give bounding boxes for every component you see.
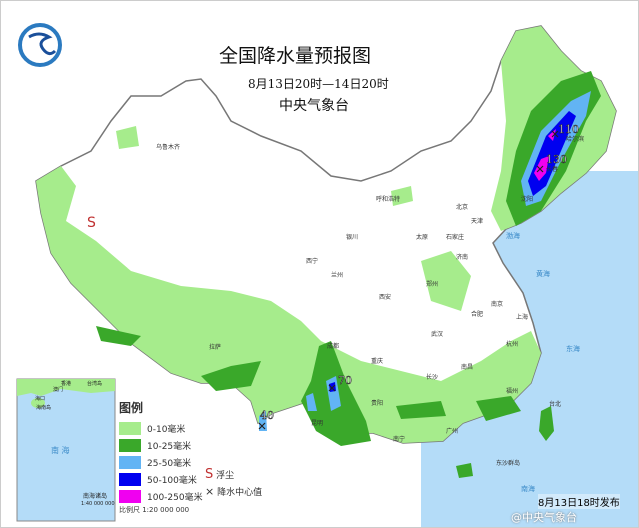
- svg-text:济南: 济南: [456, 253, 468, 261]
- rain-25-50-southwest: [259, 376, 341, 431]
- inset-title: 南海诸岛: [83, 492, 107, 500]
- svg-text:重庆: 重庆: [371, 357, 383, 365]
- legend-item: 50-100毫米: [119, 471, 203, 488]
- svg-text:黄海: 黄海: [536, 269, 550, 278]
- svg-text:南海: 南海: [521, 484, 535, 493]
- legend-item: 25-50毫米: [119, 454, 203, 471]
- legend-title: 图例: [119, 401, 144, 415]
- rain-10-25-southwest: [96, 326, 521, 446]
- precip-value: 110: [558, 123, 579, 136]
- legend-item: 0-10毫米: [119, 420, 203, 437]
- svg-text:武汉: 武汉: [431, 330, 443, 338]
- svg-text:澳门: 澳门: [53, 386, 63, 393]
- svg-text:东沙群岛: 东沙群岛: [496, 459, 520, 467]
- svg-text:广州: 广州: [446, 427, 458, 435]
- precip-value: 40: [260, 409, 274, 422]
- rain-0-10-west: [36, 166, 541, 443]
- watermark: @中央气象台: [511, 511, 577, 524]
- svg-text:石家庄: 石家庄: [446, 233, 464, 241]
- svg-text:南京: 南京: [491, 300, 503, 308]
- svg-text:西安: 西安: [379, 293, 391, 301]
- issued-time: 8月13日18时发布: [538, 494, 620, 509]
- svg-text:西宁: 西宁: [306, 257, 318, 265]
- svg-text:兰州: 兰州: [331, 271, 343, 279]
- svg-text:上海: 上海: [516, 313, 528, 321]
- svg-text:长春: 长春: [546, 165, 558, 173]
- inset-scale: 1:40 000 000: [81, 501, 115, 507]
- svg-text:北京: 北京: [456, 203, 468, 211]
- svg-text:哈尔滨: 哈尔滨: [566, 135, 584, 143]
- scale-text: 比例尺 1:20 000 000: [119, 506, 190, 514]
- cma-logo: [18, 23, 62, 67]
- svg-text:郑州: 郑州: [426, 280, 438, 288]
- svg-text:昆明: 昆明: [311, 420, 323, 427]
- svg-text:呼和浩特: 呼和浩特: [376, 195, 400, 203]
- legend-item: 100-250毫米: [119, 488, 203, 505]
- svg-text:南宁: 南宁: [393, 435, 405, 443]
- svg-text:海南岛: 海南岛: [36, 404, 51, 411]
- map-title: 全国降水量预报图: [219, 45, 372, 67]
- inset-sea-label: 南 海: [51, 445, 70, 455]
- svg-text:香港: 香港: [61, 380, 71, 387]
- svg-text:贵阳: 贵阳: [371, 399, 383, 407]
- hainan-island: [456, 463, 473, 478]
- svg-text:台北: 台北: [549, 400, 561, 408]
- svg-text:福州: 福州: [506, 387, 518, 395]
- taiwan-rain: [539, 406, 554, 441]
- inset-land: [17, 379, 115, 396]
- precip-center-markers: [258, 130, 559, 430]
- svg-text:太原: 太原: [416, 233, 428, 241]
- organization: 中央气象台: [279, 98, 349, 114]
- svg-text:长沙: 长沙: [426, 373, 438, 381]
- svg-text:合肥: 合肥: [471, 310, 483, 318]
- dust-symbol: S: [87, 215, 96, 231]
- svg-text:拉萨: 拉萨: [209, 343, 221, 351]
- svg-text:海口: 海口: [35, 395, 45, 402]
- svg-text:成都: 成都: [327, 342, 339, 350]
- svg-text:沈阳: 沈阳: [521, 195, 533, 203]
- precip-value: 70: [338, 374, 352, 387]
- inset-hainan: [31, 398, 45, 408]
- forecast-period: 8月13日20时—14日20时: [248, 77, 389, 91]
- svg-text:银川: 银川: [346, 233, 358, 241]
- precip-value: 130: [546, 153, 567, 166]
- svg-text:乌鲁木齐: 乌鲁木齐: [156, 143, 180, 151]
- legend: 图例 0-10毫米 10-25毫米 25-50毫米 50-100毫米 100-2…: [119, 399, 203, 505]
- svg-text:渤海: 渤海: [506, 231, 520, 240]
- rain-0-10-central: [116, 126, 471, 311]
- svg-text:台湾岛: 台湾岛: [87, 380, 102, 387]
- legend-item: 10-25毫米: [119, 437, 203, 454]
- svg-text:东海: 东海: [566, 344, 580, 353]
- svg-text:天津: 天津: [471, 218, 483, 225]
- legend-dust: S 浮尘: [205, 467, 235, 482]
- svg-text:杭州: 杭州: [506, 340, 518, 348]
- svg-text:南昌: 南昌: [461, 363, 473, 371]
- legend-center: × 降水中心值: [205, 485, 263, 498]
